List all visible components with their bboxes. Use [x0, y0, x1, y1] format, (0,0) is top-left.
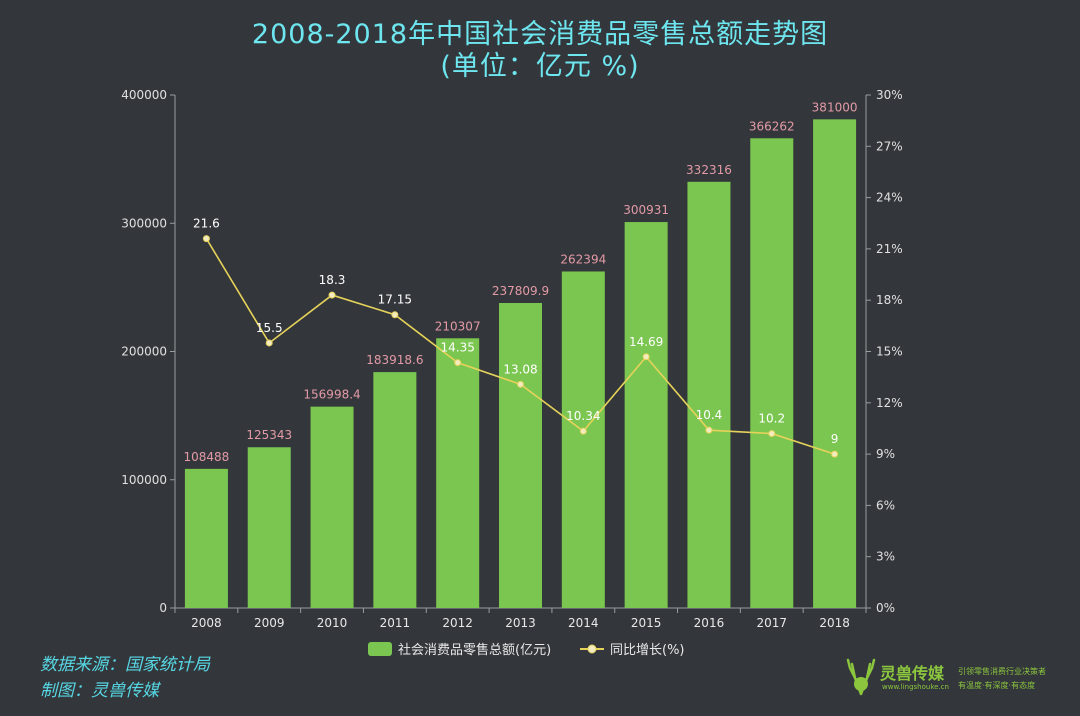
logo-url: www.lingshouke.cn: [882, 683, 949, 691]
legend-line-label: 同比增长(%): [610, 643, 685, 658]
bar-value-label: 237809.9: [492, 284, 549, 298]
x-tick-label: 2015: [631, 616, 662, 630]
x-tick-label: 2018: [819, 616, 850, 630]
x-tick-label: 2012: [442, 616, 473, 630]
line-value-labels: 21.6 15.5 18.3 17.15 14.35 13.08 10.34 14.69 10.…: [193, 217, 838, 446]
bar-2010: [310, 406, 354, 608]
growth-point-2011: [391, 311, 399, 319]
right-y-tick-label: 3%: [876, 550, 895, 564]
bar-2018: [813, 119, 857, 609]
bar-2012: [436, 338, 480, 608]
x-tick-label: 2008: [191, 616, 222, 630]
logo-tagline-2: 有温度·有深度·有态度: [958, 681, 1036, 690]
left-y-tick-label: 0: [159, 601, 167, 615]
bar-2017: [750, 138, 794, 608]
chart-maker-note: 制图：灵兽传媒: [40, 681, 159, 701]
growth-value-label: 10.2: [758, 412, 785, 426]
bar-2015: [624, 222, 668, 608]
bar-value-label: 381000: [812, 100, 858, 114]
chart-axes: 0 100000 200000 300000 400000 0% 3% 6% 9% 12% 15% 1…: [121, 88, 902, 615]
logo-tagline-1: 引领零售消费行业决策者: [958, 667, 1046, 676]
growth-value-label: 14.69: [629, 335, 663, 349]
deer-logo-icon: [846, 658, 876, 696]
right-y-tick-label: 27%: [876, 139, 903, 153]
brand-logo: 灵兽传媒 www.lingshouke.cn 引领零售消费行业决策者 有温度·有…: [846, 650, 1071, 702]
growth-point-2017: [768, 430, 776, 438]
bar-2016: [687, 181, 731, 608]
x-tick-label: 2010: [317, 616, 348, 630]
bar-value-label: 108488: [184, 450, 230, 464]
chart-title: 2008-2018年中国社会消费品零售总额走势图: [251, 19, 829, 50]
x-tick-label: 2009: [254, 616, 285, 630]
bar-value-label: 300931: [623, 203, 669, 217]
growth-point-2009: [265, 339, 273, 347]
x-axis-tick-labels: 2008 2009 2010 2011 2012 2013 2014 2015 2016 2017…: [191, 616, 850, 630]
growth-value-label: 21.6: [193, 217, 220, 231]
data-source-note: 数据来源：国家统计局: [40, 655, 210, 675]
bar-series: [184, 119, 857, 609]
x-tick-label: 2014: [568, 616, 599, 630]
growth-line-series: [202, 235, 839, 458]
right-y-tick-label: 18%: [876, 293, 903, 307]
x-tick-label: 2013: [505, 616, 536, 630]
growth-value-label: 15.5: [256, 321, 283, 335]
bar-2008: [184, 468, 228, 608]
legend-line-marker: [587, 644, 597, 654]
left-y-tick-label: 100000: [121, 473, 167, 487]
legend-bar-swatch: [368, 642, 392, 656]
bar-2014: [561, 271, 605, 608]
growth-value-label: 14.35: [441, 341, 475, 355]
left-y-tick-label: 300000: [121, 216, 167, 230]
growth-value-label: 18.3: [319, 273, 346, 287]
bar-value-label: 210307: [435, 319, 481, 333]
growth-point-2018: [831, 450, 839, 458]
bar-value-label: 332316: [686, 163, 732, 177]
bar-2013: [499, 303, 542, 608]
right-y-tick-label: 15%: [876, 345, 903, 359]
growth-point-2014: [579, 427, 587, 435]
bar-value-labels: 108488 125343 156998.4 183918.6 210307 237809…: [184, 100, 858, 463]
logo-name: 灵兽传媒: [880, 664, 945, 683]
growth-point-2013: [517, 380, 524, 388]
chart-legend: 社会消费品零售总额(亿元) 同比增长(%): [368, 642, 685, 658]
growth-value-label: 10.4: [696, 408, 723, 422]
x-tick-label: 2017: [756, 616, 787, 630]
bar-2009: [247, 447, 291, 608]
growth-point-2015: [642, 353, 650, 361]
growth-point-2010: [328, 291, 336, 299]
growth-point-2012: [454, 359, 462, 367]
growth-point-2008: [202, 235, 210, 243]
bar-2011: [373, 372, 417, 608]
legend-bar-label: 社会消费品零售总额(亿元): [398, 642, 551, 658]
growth-value-label: 9: [831, 432, 839, 446]
growth-point-2016: [705, 426, 713, 434]
left-y-tick-label: 200000: [121, 345, 167, 359]
chart-subtitle-units: (单位：亿元 %): [440, 51, 640, 82]
bar-value-label: 366262: [749, 119, 795, 133]
bar-value-label: 125343: [246, 428, 292, 442]
bar-value-label: 156998.4: [303, 388, 360, 402]
right-y-tick-label: 24%: [876, 191, 903, 205]
growth-value-label: 13.08: [503, 362, 537, 376]
growth-value-label: 17.15: [378, 293, 412, 307]
left-y-tick-label: 400000: [121, 88, 167, 102]
x-tick-label: 2016: [694, 616, 725, 630]
right-y-tick-label: 21%: [876, 242, 903, 256]
growth-value-label: 10.34: [566, 409, 600, 423]
right-y-tick-label: 12%: [876, 396, 903, 410]
growth-line: [205, 238, 835, 455]
right-y-tick-label: 6%: [876, 498, 895, 512]
right-y-tick-label: 9%: [876, 447, 895, 461]
right-y-tick-label: 30%: [876, 88, 903, 102]
bar-value-label: 183918.6: [366, 353, 423, 367]
x-tick-label: 2011: [380, 616, 411, 630]
right-y-tick-label: 0%: [876, 601, 895, 615]
bar-value-label: 262394: [560, 252, 606, 266]
